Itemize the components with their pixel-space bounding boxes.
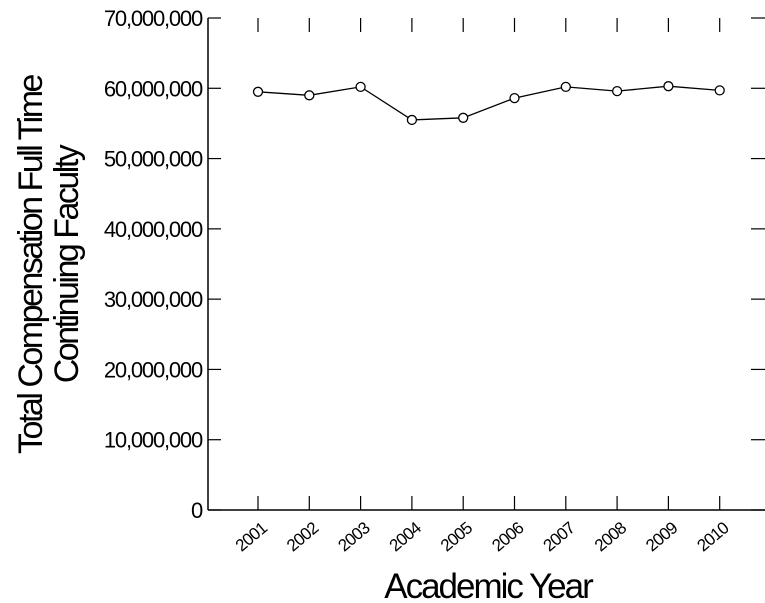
series-layer [252, 81, 725, 126]
x-tick-label: 2010 [694, 518, 733, 555]
y-tick-label: 30,000,000 [104, 287, 203, 312]
y-axis: 0 10,000,000 20,000,000 30,000,000 40,000,00… [104, 6, 765, 523]
x-tick-label: 2004 [386, 518, 425, 555]
y-tick-label: 0 [191, 498, 203, 523]
y-tick-label: 20,000,000 [104, 357, 203, 382]
data-point [252, 86, 264, 97]
plot-frame [207, 18, 765, 511]
data-point [714, 85, 725, 96]
y-axis-title-line-1: Total Compensation Full Time [12, 74, 50, 453]
x-tick-label: 2008 [591, 518, 630, 555]
data-point [406, 114, 418, 126]
data-point [304, 90, 315, 101]
data-point [611, 85, 623, 97]
x-tick-label: 2005 [437, 518, 476, 555]
x-tick-label: 2003 [334, 518, 373, 555]
data-point [458, 112, 469, 123]
y-axis-title-line-2: Continuing Faculty [48, 144, 86, 383]
x-tick-label: 2009 [642, 518, 681, 555]
x-tick-label: 2006 [488, 518, 527, 555]
data-point [509, 92, 520, 104]
y-tick-label: 70,000,000 [104, 6, 203, 31]
x-tick-label: 2002 [283, 518, 322, 555]
x-axis-title: Academic Year [384, 567, 594, 603]
y-tick-label: 40,000,000 [104, 217, 203, 242]
y-tick-label: 60,000,000 [104, 76, 203, 101]
y-tick-label: 10,000,000 [104, 428, 203, 453]
data-point [560, 81, 571, 93]
data-point [355, 81, 366, 93]
series-line [257, 85, 720, 121]
data-point [663, 81, 674, 92]
x-tick-label: 2007 [540, 518, 579, 555]
x-tick-label: 2001 [232, 518, 271, 555]
y-tick-label: 50,000,000 [104, 147, 203, 172]
